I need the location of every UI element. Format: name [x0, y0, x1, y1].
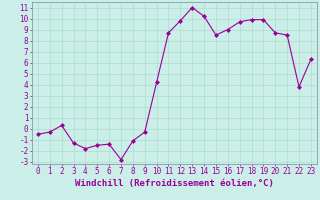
X-axis label: Windchill (Refroidissement éolien,°C): Windchill (Refroidissement éolien,°C) [75, 179, 274, 188]
